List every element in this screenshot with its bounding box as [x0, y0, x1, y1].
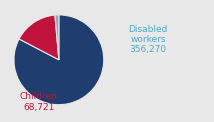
- Text: Children
68,721: Children 68,721: [20, 92, 58, 112]
- Wedge shape: [19, 15, 59, 60]
- Text: Disabled
workers
356,270: Disabled workers 356,270: [128, 25, 168, 55]
- Wedge shape: [14, 15, 104, 105]
- Wedge shape: [55, 15, 59, 60]
